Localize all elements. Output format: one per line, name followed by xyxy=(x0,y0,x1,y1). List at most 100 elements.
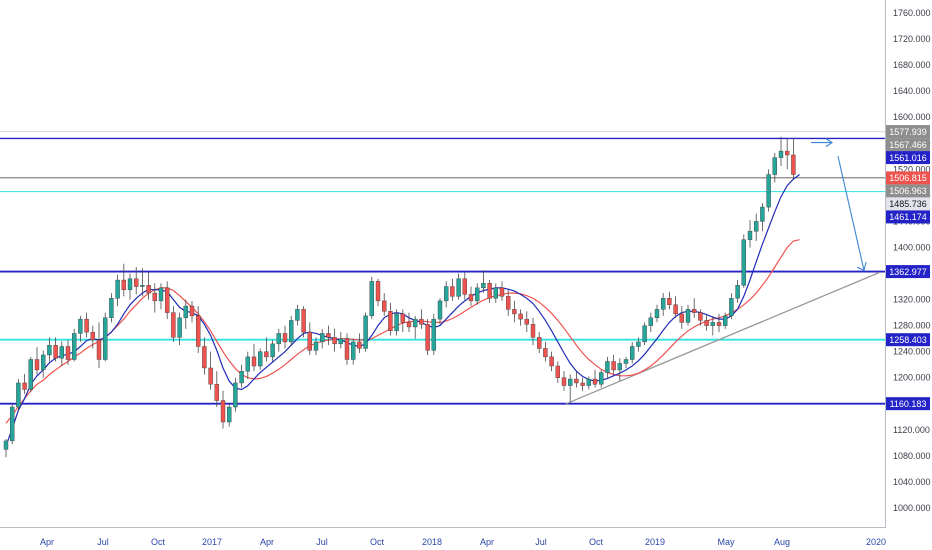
time-tick-label: 2017 xyxy=(202,537,222,547)
price-label: 1506.815 xyxy=(886,171,930,185)
candle xyxy=(760,203,765,232)
candle xyxy=(499,281,505,301)
candle-body xyxy=(617,363,622,371)
candle-body xyxy=(115,279,120,299)
candle-body xyxy=(772,157,777,175)
candle xyxy=(102,312,108,362)
candle-body xyxy=(270,343,275,358)
candle-body xyxy=(791,154,796,175)
price-label-box xyxy=(886,333,930,347)
time-tick-label: 2020 xyxy=(866,537,886,547)
price-label-box xyxy=(886,210,930,224)
candle xyxy=(357,333,362,353)
candle xyxy=(289,315,294,346)
candle-body xyxy=(3,440,9,450)
price-label-box xyxy=(886,125,930,139)
time-tick-label: Apr xyxy=(480,537,494,547)
price-label-text: 1160.183 xyxy=(890,399,927,409)
candle xyxy=(394,309,399,336)
candle-body xyxy=(34,359,40,371)
price-tick-label: 1000.000 xyxy=(893,503,931,513)
price-tick-label: 1720.000 xyxy=(893,34,931,44)
candle xyxy=(90,325,96,349)
candle xyxy=(605,356,610,378)
candle xyxy=(611,354,616,375)
candle xyxy=(109,293,114,323)
candle-body xyxy=(189,305,195,317)
candle-body xyxy=(462,278,467,295)
candle xyxy=(351,338,356,365)
price-tick-label: 1680.000 xyxy=(893,60,931,70)
price-label: 1160.183 xyxy=(886,397,930,411)
candle xyxy=(685,304,691,326)
candle-body xyxy=(375,281,381,302)
candle-body xyxy=(716,322,722,326)
candle-body xyxy=(512,309,517,315)
candle-body xyxy=(729,298,734,317)
candle-body xyxy=(698,312,703,321)
candle xyxy=(667,291,672,310)
candle xyxy=(487,280,492,303)
candle-body xyxy=(382,300,387,312)
candle xyxy=(468,286,474,307)
candle-body xyxy=(71,333,77,360)
candle-body xyxy=(22,382,27,390)
price-labels: 1577.939 1567.466 1561.016 1506.815 1506.963… xyxy=(886,125,930,411)
candle-body xyxy=(648,317,653,326)
price-label-text: 1485.736 xyxy=(889,199,927,209)
candle-body xyxy=(475,287,480,302)
candle xyxy=(301,306,306,338)
price-label: 1506.963 xyxy=(886,184,930,198)
candle xyxy=(425,319,430,355)
candle xyxy=(313,337,319,355)
time-tick-label: Jul xyxy=(316,537,328,547)
ascending-trendline xyxy=(565,271,881,405)
candle xyxy=(636,337,641,352)
candle xyxy=(475,283,480,305)
candle xyxy=(679,306,684,329)
candle xyxy=(264,337,269,362)
candle-body xyxy=(59,346,64,359)
time-axis[interactable]: Apr Jul Oct 2017 Apr Jul Oct 2018 Apr Jul Oct 2019 M… xyxy=(40,537,886,547)
candle-body xyxy=(301,309,306,333)
candle-body xyxy=(214,384,220,401)
price-tick-label: 1640.000 xyxy=(893,86,931,96)
price-tick-label: 1200.000 xyxy=(893,373,931,383)
candle-body xyxy=(555,365,560,378)
candle xyxy=(239,364,244,388)
candle xyxy=(164,281,170,320)
candle xyxy=(729,293,734,320)
time-tick-label: Apr xyxy=(40,537,54,547)
candle xyxy=(344,333,350,365)
candle xyxy=(96,322,102,368)
candle xyxy=(338,332,343,349)
price-tick-label: 1040.000 xyxy=(893,477,931,487)
candle xyxy=(791,138,796,180)
candle-body xyxy=(493,287,498,299)
candle xyxy=(115,274,120,307)
candle xyxy=(22,373,27,395)
candle-body xyxy=(766,174,771,208)
candle xyxy=(778,136,784,167)
projection-arrows xyxy=(811,138,867,272)
candle-body xyxy=(133,278,139,287)
candle-body xyxy=(226,406,232,423)
price-label: 1258.403 xyxy=(886,333,930,347)
candle xyxy=(450,278,455,301)
projection-arrow-right-head xyxy=(825,138,833,148)
candle-body xyxy=(78,318,83,334)
candle xyxy=(704,313,709,331)
horizontal-levels xyxy=(0,131,885,405)
candle xyxy=(437,298,443,325)
time-tick-label: Oct xyxy=(589,537,604,547)
candle xyxy=(295,304,300,326)
time-tick-label: 2019 xyxy=(645,537,665,547)
candle xyxy=(710,315,715,336)
candle-body xyxy=(363,315,368,349)
candle-body xyxy=(332,337,337,345)
candle xyxy=(363,312,368,352)
candle-body xyxy=(685,309,691,323)
price-label: 1485.736 xyxy=(886,197,930,211)
